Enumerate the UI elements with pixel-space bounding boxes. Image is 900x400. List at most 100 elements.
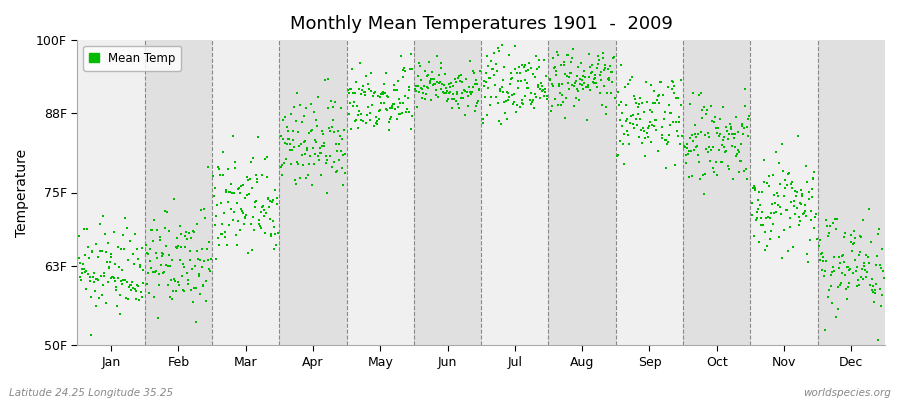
Point — [604, 69, 618, 76]
Point — [154, 262, 168, 268]
Point — [75, 270, 89, 276]
Point — [133, 289, 148, 295]
Point — [428, 81, 443, 87]
Point — [547, 65, 562, 72]
Point — [377, 100, 392, 106]
Point — [673, 77, 688, 83]
Point — [864, 238, 878, 245]
Point — [718, 124, 733, 130]
Point — [577, 80, 591, 86]
Point — [238, 214, 252, 220]
Point — [427, 76, 441, 82]
Point — [107, 229, 122, 235]
Point — [418, 83, 432, 90]
Point — [177, 288, 192, 294]
Point — [223, 180, 238, 187]
Point — [282, 136, 296, 142]
Point — [478, 93, 492, 100]
Point — [227, 209, 241, 215]
Point — [120, 279, 134, 285]
Point — [862, 206, 877, 212]
Point — [643, 107, 657, 114]
Point — [376, 89, 391, 96]
Point — [361, 81, 375, 88]
Point — [152, 271, 166, 278]
Point — [122, 256, 136, 263]
Point — [499, 98, 513, 104]
Point — [861, 260, 876, 267]
Point — [797, 208, 812, 215]
Point — [363, 116, 377, 123]
Point — [698, 146, 713, 152]
Point — [202, 238, 217, 245]
Point — [306, 145, 320, 151]
Point — [274, 162, 289, 168]
Point — [638, 134, 652, 141]
Point — [819, 258, 833, 264]
Point — [150, 227, 165, 234]
Point — [511, 84, 526, 91]
Point — [829, 226, 843, 232]
Point — [144, 226, 158, 233]
Point — [824, 272, 838, 278]
Point — [522, 60, 536, 66]
Point — [452, 72, 466, 79]
Point — [307, 109, 321, 116]
Point — [97, 270, 112, 276]
Point — [709, 158, 724, 165]
Point — [398, 92, 412, 99]
Point — [370, 118, 384, 124]
Point — [218, 229, 232, 235]
Point — [808, 214, 823, 220]
Point — [412, 60, 427, 67]
Point — [171, 279, 185, 286]
Point — [629, 116, 643, 122]
Point — [838, 230, 852, 236]
Point — [575, 77, 590, 83]
Point — [350, 125, 365, 131]
Point — [283, 147, 297, 154]
Point — [780, 182, 795, 188]
Point — [846, 270, 860, 276]
Point — [832, 254, 846, 260]
Point — [264, 230, 278, 237]
Point — [524, 101, 538, 107]
Point — [212, 242, 227, 248]
Point — [321, 105, 336, 112]
Point — [292, 142, 306, 149]
Point — [195, 264, 210, 270]
Point — [753, 202, 768, 208]
Point — [343, 100, 357, 107]
Point — [295, 152, 310, 158]
Point — [317, 143, 331, 150]
Point — [821, 294, 835, 300]
Point — [491, 48, 506, 54]
Point — [330, 148, 345, 154]
Point — [328, 140, 343, 147]
Point — [850, 283, 864, 290]
Point — [211, 234, 225, 241]
Point — [545, 102, 560, 109]
Point — [157, 269, 171, 275]
Point — [120, 225, 134, 231]
Point — [356, 82, 371, 89]
Point — [435, 64, 449, 71]
Point — [788, 211, 803, 218]
Point — [570, 73, 584, 80]
Point — [232, 184, 247, 191]
Point — [675, 133, 689, 140]
Point — [836, 258, 850, 265]
Point — [369, 114, 383, 120]
Point — [87, 279, 102, 286]
Point — [754, 222, 769, 228]
Point — [284, 147, 299, 153]
Point — [400, 106, 414, 112]
Point — [336, 152, 350, 158]
Point — [100, 258, 114, 265]
Point — [158, 208, 172, 214]
Point — [214, 231, 229, 238]
Point — [677, 143, 691, 150]
Point — [798, 212, 813, 219]
Point — [678, 144, 692, 150]
Point — [409, 88, 423, 94]
